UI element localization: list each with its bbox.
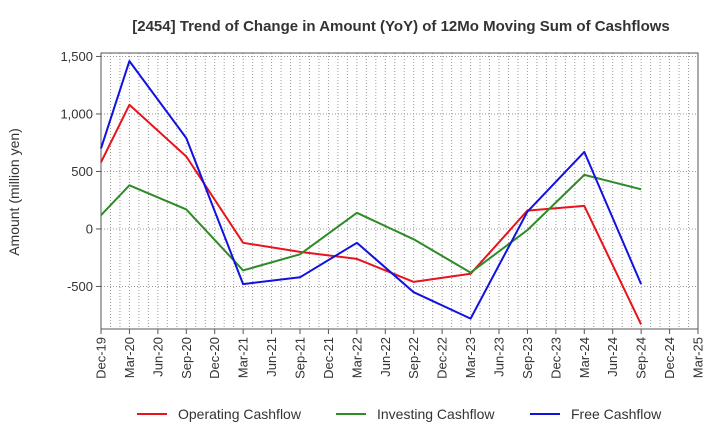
y-axis-ticks: 1,500 1,000 500 0 -500 [60,49,101,294]
y-tick-label: 500 [71,164,93,179]
x-tick-label: Sep-23 [520,337,535,379]
plot-area-frame [100,52,699,330]
operating-cashflow-line [100,103,643,325]
legend-label-investing-cashflow: Investing Cashflow [377,406,495,422]
x-tick-label: Sep-21 [293,337,308,379]
x-tick-label: Jun-22 [378,337,393,377]
free-cashflow-line [100,60,643,320]
investing-cashflow-line [100,173,642,274]
x-tick-label: Jun-23 [492,337,507,377]
y-tick-label: 1,000 [60,106,93,121]
y-tick-label: -500 [67,279,93,294]
x-tick-label: Sep-22 [406,337,421,379]
grid-layer [100,53,699,329]
x-tick-label: Dec-19 [94,337,109,379]
x-axis-ticks: Dec-19 Mar-20 Jun-20 Sep-20 Dec-20 Mar-21 Jun-… [94,329,706,379]
x-tick-label: Sep-20 [179,337,194,379]
x-tick-label: Mar-22 [349,337,364,378]
x-tick-label: Dec-22 [435,337,450,379]
x-tick-label: Mar-25 [691,337,706,378]
y-tick-label: 1,500 [60,49,93,64]
x-tick-label: Dec-23 [548,337,563,379]
series-layer [100,60,643,325]
x-tick-label: Dec-24 [662,337,677,379]
y-tick-label: 0 [86,221,93,236]
x-tick-label: Jun-20 [150,337,165,377]
legend-label-operating-cashflow: Operating Cashflow [178,406,302,422]
chart-title: [2454] Trend of Change in Amount (YoY) o… [132,18,670,35]
x-tick-label: Sep-24 [634,337,649,379]
legend: Operating Cashflow Investing Cashflow Free… [137,406,662,422]
x-tick-label: Mar-21 [236,337,251,378]
y-axis-label: Amount (million yen) [6,128,22,256]
x-tick-label: Mar-24 [577,337,592,378]
x-tick-label: Dec-20 [207,337,222,379]
x-tick-label: Mar-23 [463,337,478,378]
x-tick-label: Dec-21 [321,337,336,379]
x-tick-label: Jun-21 [264,337,279,377]
x-tick-label: Jun-24 [605,337,620,377]
legend-label-free-cashflow: Free Cashflow [571,406,662,422]
x-tick-label: Mar-20 [122,337,137,378]
